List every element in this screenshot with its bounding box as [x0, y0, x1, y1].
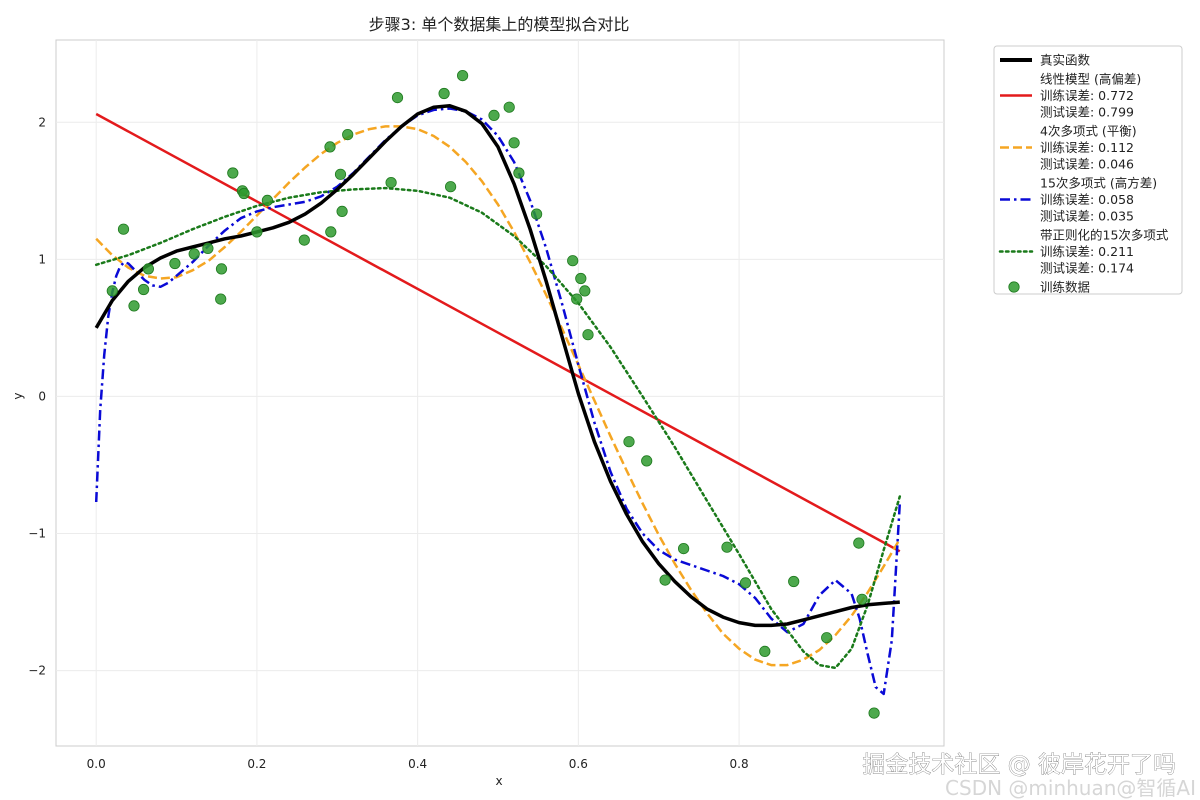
legend-entry-text: 训练误差: 0.211	[1040, 244, 1134, 259]
training-point	[215, 263, 228, 275]
series-line-1	[95, 112, 901, 553]
y-tick-label: 1	[38, 252, 46, 266]
x-tick-label: 0.0	[87, 757, 106, 771]
training-point	[513, 167, 525, 179]
training-point	[227, 167, 239, 179]
legend-entry-text: 测试误差: 0.174	[1040, 261, 1134, 276]
training-point	[641, 455, 653, 467]
training-point	[342, 129, 354, 141]
training-point	[391, 92, 404, 104]
training-point	[215, 293, 227, 305]
series-line-3	[94, 107, 902, 696]
x-tick-label: 0.4	[408, 757, 427, 771]
training-point	[677, 542, 690, 555]
legend-entry-text: 训练数据	[1040, 280, 1090, 295]
x-axis-label: x	[495, 774, 502, 788]
training-point	[385, 177, 397, 189]
legend-entry-text: 训练误差: 0.058	[1040, 192, 1134, 207]
training-point	[582, 329, 594, 341]
training-point	[251, 226, 263, 238]
legend-entry-text: 4次多项式 (平衡)	[1040, 124, 1137, 139]
plot-area	[55, 39, 945, 747]
training-point	[488, 109, 500, 122]
training-point	[444, 181, 457, 193]
plot-frame	[55, 39, 945, 747]
training-point	[853, 537, 865, 549]
x-tick-label: 0.6	[569, 757, 588, 771]
y-tick-label: −1	[28, 527, 46, 541]
series-line-0	[94, 104, 900, 628]
training-point	[788, 575, 800, 588]
training-point	[169, 257, 181, 270]
training-point	[759, 645, 771, 658]
training-point	[298, 234, 310, 246]
x-tick-label: 0.8	[730, 757, 749, 771]
x-axis: 0.0 0.2 0.4 0.6 0.8	[87, 757, 749, 771]
training-point	[261, 194, 273, 206]
y-tick-label: −2	[28, 664, 46, 678]
training-point	[856, 593, 868, 605]
y-tick-label: 0	[38, 389, 46, 403]
training-point	[128, 300, 140, 312]
training-point	[238, 187, 250, 200]
y-axis-label: y	[11, 392, 25, 399]
training-point	[188, 248, 200, 260]
training-point	[138, 283, 150, 296]
series-layer	[94, 104, 902, 696]
legend-entry-text: 测试误差: 0.799	[1040, 105, 1134, 120]
training-point	[325, 226, 337, 238]
legend-entry-text: 15次多项式 (高方差)	[1040, 176, 1157, 191]
legend-handle-points	[1008, 281, 1020, 293]
training-point	[821, 632, 833, 644]
y-tick-label: 2	[38, 115, 46, 129]
training-point	[117, 223, 130, 235]
training-point	[142, 263, 154, 275]
training-point	[334, 168, 347, 180]
training-point	[438, 87, 450, 100]
training-point	[721, 541, 733, 553]
training-point	[456, 70, 469, 82]
training-point	[508, 137, 520, 149]
training-point	[571, 293, 583, 305]
training-point	[106, 285, 118, 297]
legend-frame	[993, 45, 1183, 295]
legend-entry-text: 训练误差: 0.112	[1040, 140, 1134, 155]
training-point	[202, 242, 214, 254]
y-axis: −2 −1 0 1 2	[28, 115, 46, 677]
training-point	[567, 255, 579, 267]
training-point	[659, 574, 671, 586]
series-line-4	[94, 186, 902, 670]
training-point	[579, 285, 591, 297]
training-point	[739, 577, 752, 589]
training-point	[530, 208, 543, 220]
legend-entry-text: 训练误差: 0.772	[1040, 88, 1134, 103]
training-point	[623, 436, 635, 448]
legend-entry-text: 真实函数	[1040, 53, 1091, 68]
training-point	[503, 101, 515, 113]
training-point	[868, 707, 880, 719]
grid	[56, 40, 944, 746]
watermark-juejin: 掘金技术社区 @ 彼岸花开了吗	[862, 752, 1176, 778]
training-point	[336, 205, 348, 217]
training-points	[106, 70, 880, 719]
watermark-csdn: CSDN @minhuan@智循AI	[945, 776, 1196, 800]
legend-entry-text: 测试误差: 0.046	[1040, 157, 1134, 172]
training-point	[324, 141, 336, 153]
training-point	[575, 272, 587, 285]
chart-title: 步骤3: 单个数据集上的模型拟合对比	[369, 15, 630, 34]
legend-entry-text: 测试误差: 0.035	[1040, 209, 1134, 224]
series-line-2	[95, 125, 901, 667]
legend-entry-text: 带正则化的15次多项式	[1040, 228, 1169, 243]
legend-entry-text: 线性模型 (高偏差)	[1040, 72, 1141, 87]
x-tick-label: 0.2	[247, 757, 266, 771]
